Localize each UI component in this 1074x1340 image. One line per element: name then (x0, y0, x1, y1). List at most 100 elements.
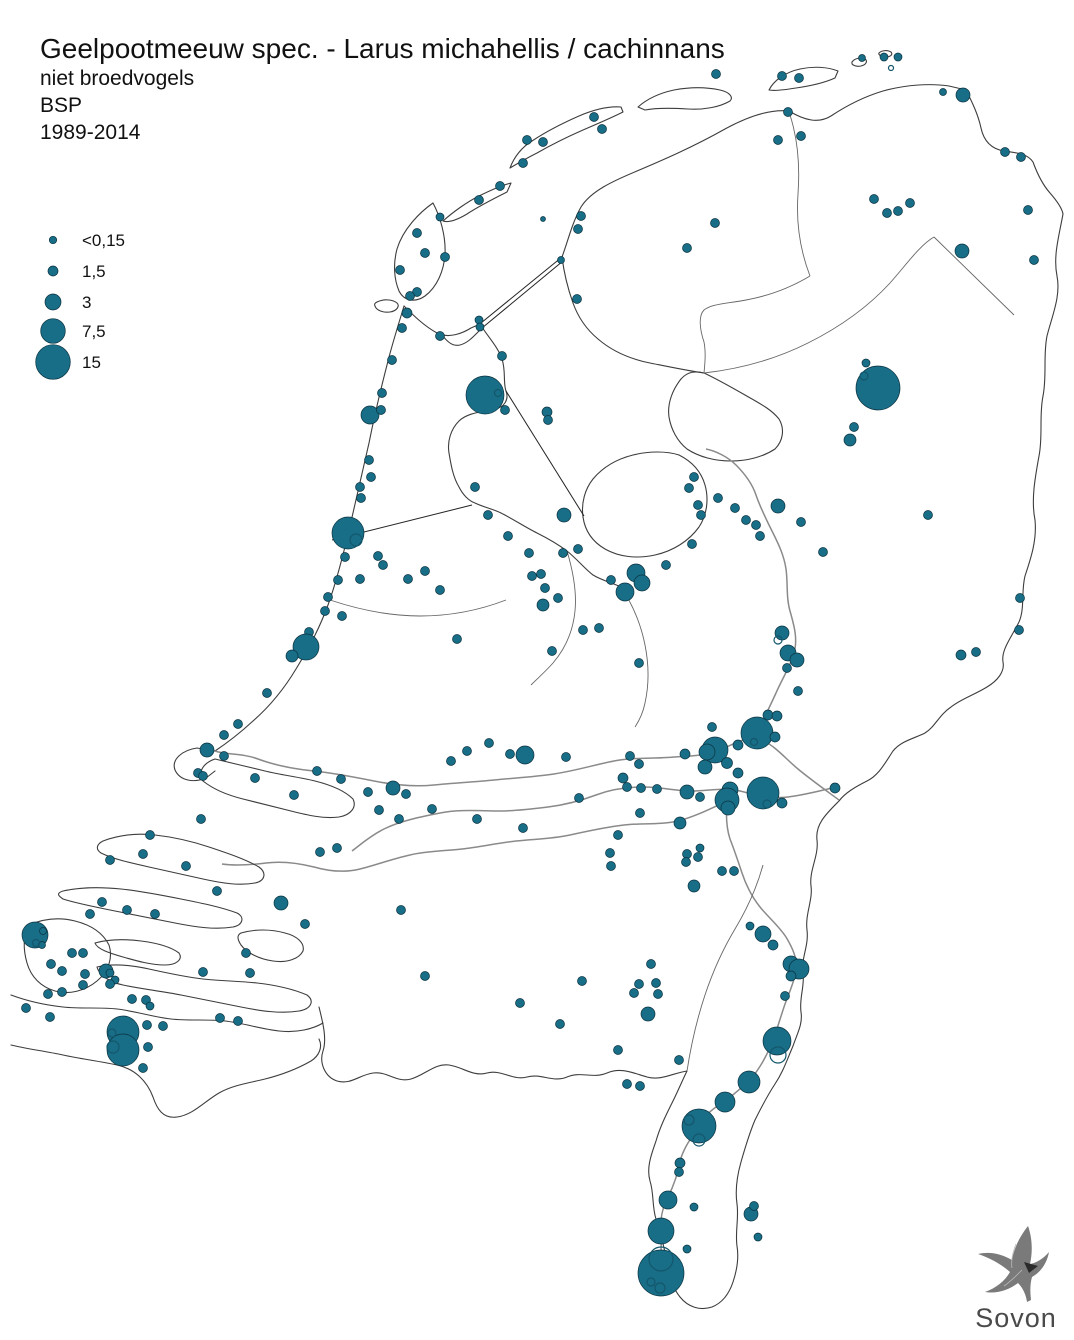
data-point-ring (648, 1246, 674, 1272)
data-point (364, 455, 374, 465)
data-point (869, 194, 879, 204)
data-point (730, 503, 740, 513)
map-path-land (173, 305, 405, 782)
data-point (589, 112, 599, 122)
data-point (714, 1091, 736, 1113)
data-point (518, 823, 528, 833)
data-point (905, 198, 915, 208)
legend-label: 7,5 (82, 322, 106, 341)
data-point-ring (749, 737, 759, 747)
data-point (181, 861, 191, 871)
data-point (732, 767, 744, 779)
data-point (893, 52, 903, 62)
data-point (674, 1157, 686, 1169)
data-point (285, 649, 299, 663)
data-point (233, 719, 243, 729)
data-point (536, 598, 550, 612)
data-point (613, 1045, 623, 1055)
map-title: Geelpootmeeuw spec. - Larus michahellis … (40, 33, 725, 64)
data-point-ring (683, 1114, 695, 1126)
data-point (594, 623, 604, 633)
data-point (262, 688, 272, 698)
map-path-land (637, 87, 732, 111)
data-point (776, 797, 788, 809)
data-point (522, 135, 532, 145)
data-point (777, 71, 787, 81)
data-point (780, 991, 790, 1001)
data-point (711, 69, 721, 79)
data-point (939, 88, 947, 96)
data-point (789, 652, 805, 668)
data-point (495, 181, 505, 191)
data-point-ring (493, 388, 503, 398)
data-point (446, 756, 456, 766)
data-point (374, 805, 384, 815)
data-point (879, 52, 889, 62)
map-path-land (96, 964, 312, 1013)
data-point (640, 1006, 656, 1022)
data-point (721, 757, 733, 769)
data-point (673, 816, 687, 830)
data-point (212, 886, 222, 896)
data-point (695, 792, 705, 802)
data-point (574, 793, 584, 803)
map-path-land (23, 918, 112, 994)
data-point (465, 375, 505, 415)
legend-label: 3 (82, 293, 91, 312)
data-point (1023, 205, 1033, 215)
map-path-border (933, 236, 1015, 316)
map-path-border (686, 864, 764, 1072)
data-point (332, 843, 342, 853)
data-point-ring (349, 533, 363, 547)
data-point (376, 405, 386, 415)
data-point (653, 989, 663, 999)
data-point (681, 857, 691, 867)
data-point-ring (762, 799, 772, 809)
data-point (503, 531, 513, 541)
data-point (771, 710, 783, 722)
data-point (698, 743, 716, 761)
data-point (741, 515, 751, 525)
data-point (794, 73, 804, 83)
legend-symbol (44, 293, 62, 311)
legend-label: 15 (82, 353, 101, 372)
data-point (462, 746, 472, 756)
data-point (696, 510, 706, 520)
data-point (57, 966, 67, 976)
data-point (1015, 593, 1025, 603)
data-point (97, 897, 107, 907)
data-point (377, 388, 387, 398)
map-path-border (530, 550, 576, 686)
data-point (661, 560, 671, 570)
data-point (556, 507, 572, 523)
data-point (396, 905, 406, 915)
legend-symbol (40, 318, 66, 344)
data-point (710, 218, 720, 228)
data-point (955, 649, 967, 661)
data-point (515, 745, 535, 765)
data-point (732, 739, 744, 751)
data-point (651, 978, 661, 988)
data-point (540, 583, 550, 593)
data-point (500, 405, 510, 415)
data-point (882, 208, 892, 218)
data-point (122, 905, 132, 915)
data-point (127, 994, 137, 1004)
map-path-land (57, 887, 243, 929)
map-path-land (374, 299, 399, 313)
map-path-land (509, 106, 624, 169)
data-point (1000, 147, 1010, 157)
data-point (613, 830, 623, 840)
data-point (472, 814, 482, 824)
sovon-bird-icon (978, 1226, 1049, 1302)
data-point (753, 1232, 763, 1242)
data-point (785, 970, 797, 982)
data-point (241, 948, 251, 958)
data-point (142, 1020, 152, 1030)
data-point (558, 548, 568, 558)
data-point (312, 766, 322, 776)
data-point (606, 575, 616, 585)
data-point (420, 248, 430, 258)
data-point (793, 686, 803, 696)
